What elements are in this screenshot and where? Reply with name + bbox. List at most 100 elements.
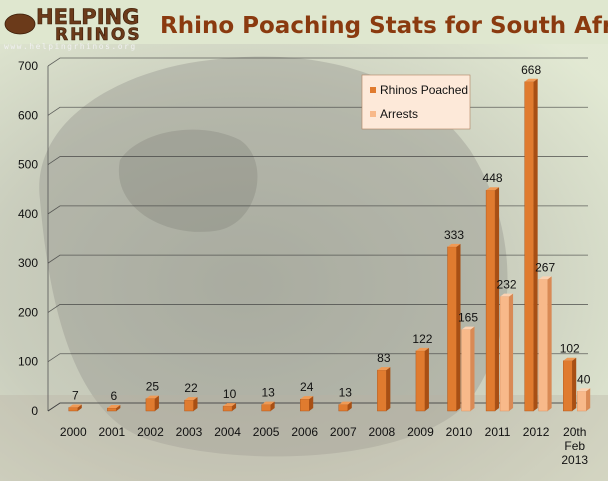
bar-rhinos-poached-front (447, 246, 457, 412)
legend: Rhinos Poached Arrests (361, 74, 471, 130)
bar-rhinos-poached-top (107, 405, 121, 409)
bar-rhinos-poached-top (447, 243, 461, 247)
bar-rhinos-poached-side (347, 401, 352, 411)
y-tick-label: 700 (18, 59, 38, 73)
bar-arrests (499, 293, 514, 412)
gridline (47, 205, 588, 215)
y-tick-label: 0 (31, 404, 38, 418)
bar-rhinos-poached-top (524, 78, 538, 82)
bar-rhinos-poached-top (300, 396, 314, 400)
x-tick-label: 2000 (60, 425, 87, 439)
bar-rhinos-poached-top (338, 401, 352, 405)
bar-rhinos-poached-top (145, 395, 159, 399)
data-label-rhinos-poached: 122 (412, 332, 432, 346)
gridline (47, 402, 588, 412)
bar-rhinos-poached-side (154, 395, 159, 411)
bar-rhinos-poached (68, 404, 82, 412)
bar-rhinos-poached-front (485, 189, 496, 412)
bar-arrests (538, 276, 552, 412)
bar-rhinos-poached-front (415, 350, 426, 412)
data-label-rhinos-poached: 24 (300, 380, 314, 394)
data-label-rhinos-poached: 10 (223, 387, 237, 401)
legend-entry: Arrests (380, 107, 418, 121)
legend-swatch (370, 111, 376, 117)
y-tick-label: 300 (18, 256, 38, 270)
bar-arrests-top (500, 293, 514, 297)
logo-line1: HELPING (36, 5, 139, 29)
bar-rhinos-poached-front (184, 399, 194, 412)
legend-swatch (370, 87, 376, 93)
helping-rhinos-logo: HELPING RHINOS www.helpingrhinos.org (4, 5, 142, 51)
data-label-rhinos-poached: 448 (483, 171, 503, 185)
plot-area: 0 100 200 300 400 500 600 700 7 2000 6 2001 25 2002 22… (18, 57, 591, 467)
bar-rhinos-poached-top (486, 187, 500, 191)
bar-rhinos-poached (222, 403, 237, 412)
bar-rhinos-poached (377, 367, 391, 412)
bar-arrests-side (547, 276, 552, 411)
logo-line2: RHINOS (55, 25, 142, 45)
bar-arrests-front (461, 329, 471, 412)
bar-arrests-side (586, 388, 591, 411)
bar-rhinos-poached-side (309, 396, 314, 411)
bar-rhinos-poached-front (300, 398, 310, 412)
bar-arrests-top (461, 326, 475, 330)
gridline (47, 156, 588, 165)
bar-arrests-front (538, 279, 548, 412)
bar-rhinos-poached-front (222, 405, 233, 412)
legend-box (361, 74, 471, 130)
bar-rhinos-poached-front (524, 81, 534, 412)
y-tick-label: 200 (18, 305, 38, 319)
bar-rhinos-poached-side (424, 347, 429, 411)
bar-rhinos-poached-top (223, 403, 237, 407)
bar-arrests-side (509, 293, 514, 411)
bar-rhinos-poached (563, 357, 577, 412)
bar-rhinos-poached-front (261, 404, 271, 412)
bar-rhinos-poached-top (68, 404, 82, 408)
bar-rhinos-poached-side (232, 403, 237, 411)
data-label-rhinos-poached: 6 (111, 389, 118, 403)
bar-rhinos-poached (107, 405, 121, 412)
gridline (47, 353, 588, 363)
data-label-rhinos-poached: 7 (72, 389, 79, 403)
bar-rhinos-poached-front (563, 360, 573, 412)
bar-rhinos-poached-side (77, 404, 82, 411)
x-tick-label: 2003 (176, 425, 203, 439)
x-tick-label: 2001 (99, 425, 126, 439)
x-tick-label: 2009 (407, 425, 434, 439)
data-label-arrests: 232 (497, 278, 517, 292)
x-tick-label: 2012 (523, 425, 550, 439)
data-label-rhinos-poached: 333 (444, 228, 464, 242)
x-tick-label: 2006 (291, 425, 318, 439)
data-label-rhinos-poached: 83 (377, 351, 391, 365)
data-label-rhinos-poached: 22 (184, 381, 198, 395)
bar-rhinos-poached-side (116, 405, 121, 411)
data-label-arrests: 165 (458, 311, 478, 325)
bar-rhinos-poached-top (261, 401, 275, 405)
bar-rhinos-poached-side (386, 367, 391, 411)
bar-rhinos-poached-side (533, 78, 538, 412)
x-tick-label: 2010 (446, 425, 473, 439)
x-tick-label: 2008 (369, 425, 396, 439)
chart-title: Rhino Poaching Stats for South Africa (160, 13, 608, 39)
bar-rhinos-poached-side (456, 243, 461, 411)
bar-rhinos-poached (184, 397, 198, 412)
bar-rhinos-poached-top (184, 397, 198, 401)
y-tick-label: 400 (18, 207, 38, 221)
bar-rhinos-poached-side (572, 357, 577, 411)
y-tick-label: 600 (18, 108, 38, 122)
y-tick-label: 100 (18, 355, 38, 369)
bar-rhinos-poached (338, 401, 352, 412)
bar-rhinos-poached-front (145, 398, 156, 412)
bar-arrests-side (470, 326, 475, 411)
legend-entry: Rhinos Poached (380, 83, 468, 97)
bar-arrests (577, 388, 591, 412)
data-label-rhinos-poached: 668 (521, 63, 541, 77)
bar-rhinos-poached-side (495, 187, 500, 411)
x-tick-label: 2005 (253, 425, 280, 439)
bar-rhinos-poached (524, 78, 538, 412)
bar-rhinos-poached-top (563, 357, 577, 361)
x-tick-label: 2011 (485, 425, 511, 439)
bar-rhinos-poached (261, 401, 275, 412)
